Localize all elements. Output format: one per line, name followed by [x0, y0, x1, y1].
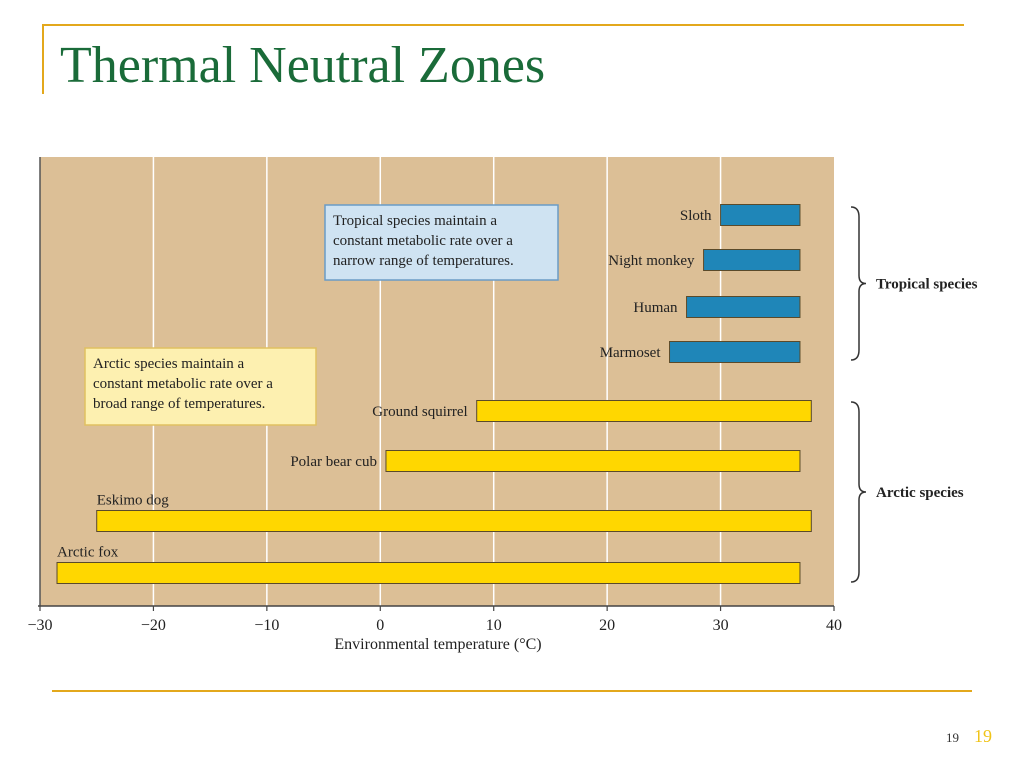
slide-title: Thermal Neutral Zones: [60, 37, 546, 94]
page-number-large: 19: [974, 726, 992, 746]
x-tick-label: 20: [599, 617, 615, 634]
x-tick-label: −20: [141, 617, 166, 634]
arctic-brace: [850, 401, 867, 583]
arctic-note-box: [84, 347, 317, 426]
range-bar: [476, 400, 812, 422]
bar-label: Marmoset: [600, 345, 662, 361]
x-tick-label: 30: [713, 617, 729, 634]
page-number-small: 19: [946, 730, 959, 745]
tropical-note-box: [324, 204, 559, 281]
footer-accent-line: [52, 690, 972, 692]
arctic-note-box-text: Arctic species maintain a: [93, 356, 245, 372]
tropical-note-box-text: constant metabolic rate over a: [333, 233, 513, 249]
tropical-note-box-text: Tropical species maintain a: [333, 213, 497, 229]
tropical-note-box-text: narrow range of temperatures.: [333, 253, 514, 269]
range-bar: [385, 450, 801, 472]
thermal-neutral-zone-chart: −30 −20 −10 0 10 20 30 40 Environmental temperat…: [27, 157, 978, 653]
range-bar: [56, 562, 801, 584]
bar-label: Human: [633, 300, 678, 316]
x-tick-label: −10: [254, 617, 279, 634]
range-bar: [96, 510, 812, 532]
range-bar: [720, 204, 801, 226]
top-accent-line: [42, 24, 964, 26]
arctic-note-box-text: constant metabolic rate over a: [93, 376, 273, 392]
bar-label: Night monkey: [608, 253, 695, 269]
arctic-note-box-text: broad range of temperatures.: [93, 396, 265, 412]
bar-label: Sloth: [680, 208, 712, 224]
x-tick-label: 40: [826, 617, 842, 634]
range-bar: [686, 296, 801, 318]
bar-label: Ground squirrel: [372, 404, 467, 420]
bar-label: Polar bear cub: [290, 454, 377, 470]
range-bar: [669, 341, 801, 363]
x-axis-label: Environmental temperature (°C): [334, 636, 541, 653]
tropical-brace: [850, 206, 867, 361]
left-accent-line: [42, 24, 44, 94]
group-label-tropical: Tropical species: [876, 277, 978, 293]
x-tick-label: −30: [27, 617, 52, 634]
x-tick-label: 0: [376, 617, 384, 634]
bar-label: Arctic fox: [57, 545, 119, 561]
bar-label: Eskimo dog: [97, 493, 170, 509]
x-tick-label: 10: [486, 617, 502, 634]
group-label-arctic: Arctic species: [876, 485, 964, 501]
range-bar: [703, 249, 801, 271]
